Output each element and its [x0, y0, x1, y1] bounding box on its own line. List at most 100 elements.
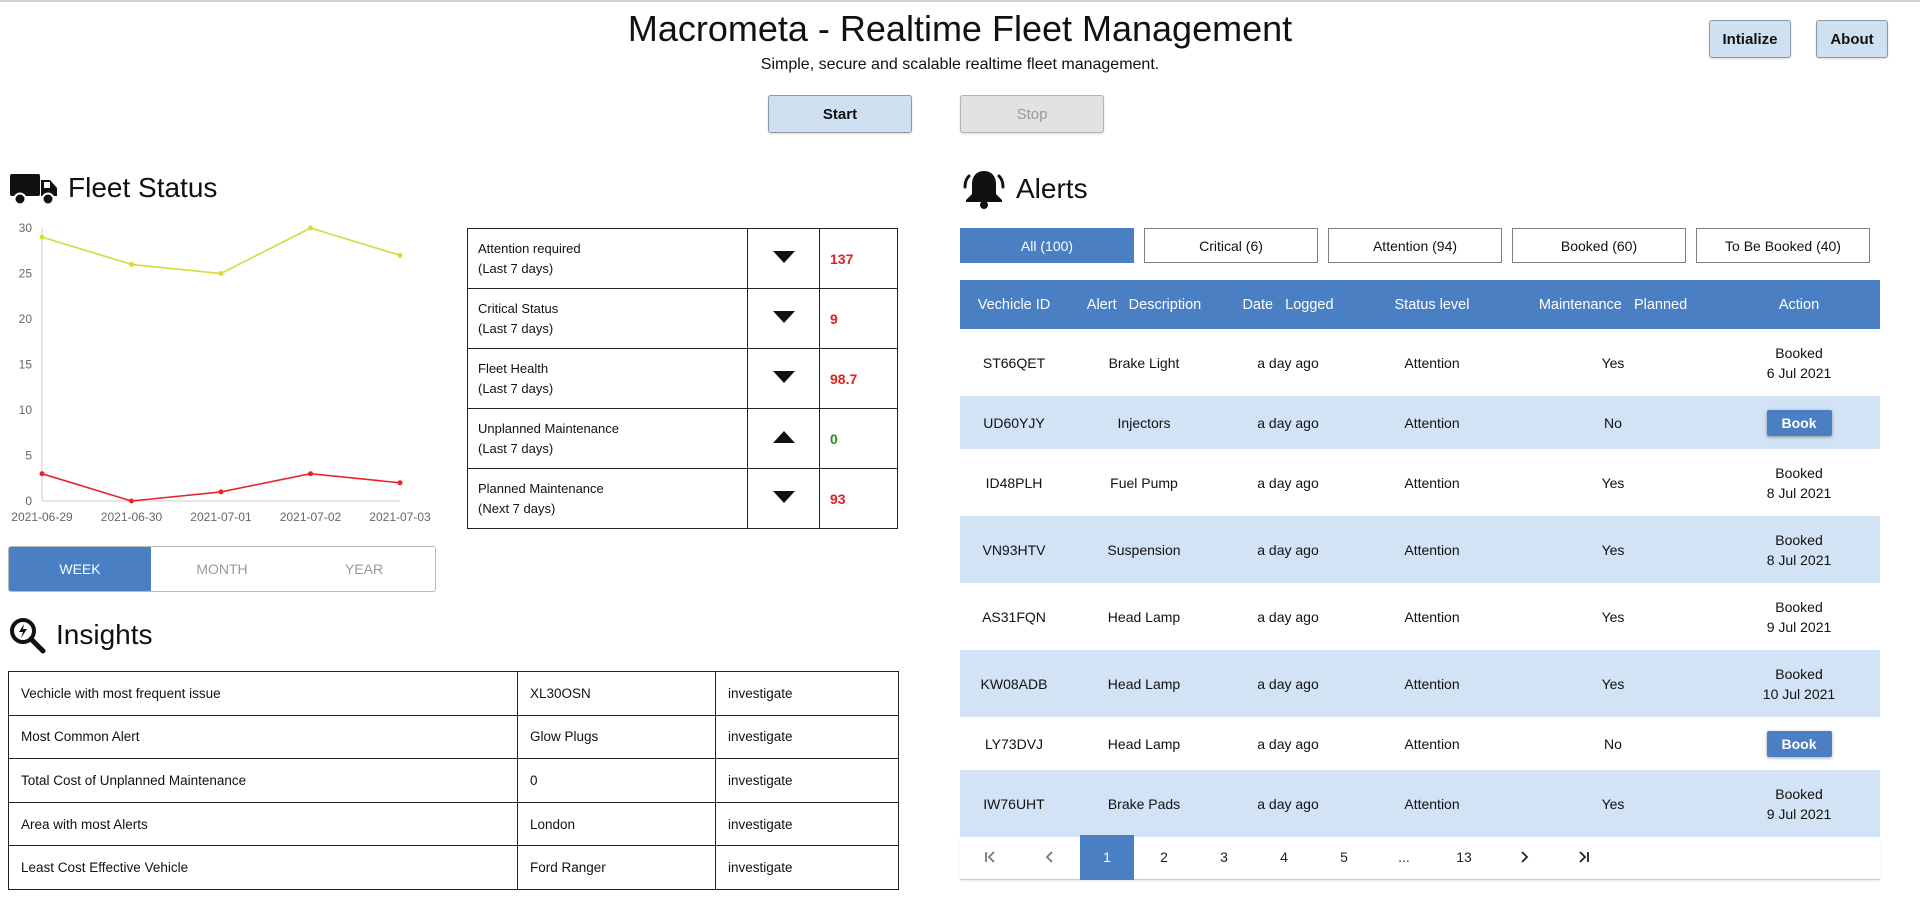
alert-row: LY73DVJ Head Lamp a day ago Attention No Book	[960, 717, 1880, 770]
metric-label-cell: Unplanned Maintenance (Last 7 days)	[467, 408, 748, 469]
range-tab-week[interactable]: WEEK	[9, 547, 151, 591]
alert-row: ID48PLH Fuel Pump a day ago Attention Yes Boo…	[960, 449, 1880, 516]
truck-icon	[10, 174, 57, 206]
investigate-link[interactable]: investigate	[715, 758, 899, 803]
fleet-metrics-table: Attention required (Last 7 days) 137 Critic…	[467, 228, 898, 529]
metric-period: (Last 7 days)	[478, 380, 554, 396]
metric-value: 0	[819, 408, 898, 469]
booked-status: Booked	[1775, 785, 1823, 802]
page-5[interactable]: 5	[1340, 849, 1348, 865]
alerts-title: Alerts	[1016, 173, 1088, 204]
caret-up-icon	[772, 431, 795, 443]
y-tick-label: 20	[19, 312, 33, 326]
page-3[interactable]: 3	[1220, 849, 1228, 865]
page-1[interactable]: 1	[1080, 834, 1134, 880]
y-tick-label: 5	[25, 449, 32, 463]
action-cell: Booked 6 Jul 2021	[1718, 329, 1880, 396]
stop-button[interactable]: Stop	[960, 95, 1104, 133]
alert-description: Injectors	[1068, 396, 1220, 449]
metric-label-cell: Fleet Health (Last 7 days)	[467, 348, 748, 409]
insight-label: Vechicle with most frequent issue	[8, 671, 518, 716]
caret-down-icon	[772, 371, 795, 383]
alert-row: ST66QET Brake Light a day ago Attention Yes B…	[960, 329, 1880, 396]
vehicle-id: AS31FQN	[960, 583, 1068, 650]
insight-row: Least Cost Effective Vehicle Ford Ranger i…	[8, 845, 899, 890]
last-page-button[interactable]	[1554, 835, 1614, 880]
metric-label-cell: Planned Maintenance (Next 7 days)	[467, 468, 748, 529]
metric-trend-cell	[747, 348, 820, 409]
data-point	[129, 261, 134, 267]
alert-tab-to[interactable]: To Be Booked (40)	[1696, 228, 1870, 263]
book-button[interactable]: Book	[1766, 730, 1832, 757]
metric-period: (Last 7 days)	[478, 320, 554, 336]
metric-row: Fleet Health (Last 7 days) 98.7	[467, 348, 898, 409]
caret-down-icon	[772, 251, 795, 263]
metric-row: Unplanned Maintenance (Last 7 days) 0	[467, 408, 898, 469]
metric-period: (Last 7 days)	[478, 440, 554, 456]
fleet-status-heading: Fleet Status	[10, 170, 217, 206]
book-button[interactable]: Book	[1766, 409, 1832, 436]
alert-filter-tabs: All (100) Critical (6) Attention (94) Booke…	[960, 228, 1880, 263]
maintenance-planned: Yes	[1508, 770, 1718, 837]
insight-value: London	[517, 801, 716, 847]
insights-title: Insights	[56, 619, 153, 650]
investigate-link[interactable]: investigate	[715, 714, 899, 760]
alert-description: Suspension	[1068, 516, 1220, 583]
vehicle-id: VN93HTV	[960, 516, 1068, 583]
page-2[interactable]: 2	[1160, 849, 1168, 865]
action-cell: Booked 8 Jul 2021	[1718, 516, 1880, 583]
metric-period: (Next 7 days)	[478, 500, 556, 516]
action-cell: Booked 10 Jul 2021	[1718, 650, 1880, 717]
magnifier-icon	[10, 618, 46, 654]
date-logged: a day ago	[1220, 396, 1356, 449]
vehicle-id: ST66QET	[960, 329, 1068, 396]
x-tick-label: 2021-06-30	[101, 510, 163, 524]
investigate-link[interactable]: investigate	[715, 671, 899, 716]
insight-label: Most Common Alert	[8, 714, 518, 760]
column-header: Date Logged	[1220, 280, 1356, 329]
next-page-icon	[1521, 851, 1529, 863]
about-button[interactable]: About	[1816, 20, 1888, 58]
alert-tab-booked[interactable]: Booked (60)	[1512, 228, 1686, 263]
column-header: Maintenance Planned	[1508, 280, 1718, 329]
investigate-link[interactable]: investigate	[715, 845, 899, 890]
metric-value: 93	[819, 468, 898, 529]
booked-date: 8 Jul 2021	[1766, 551, 1832, 568]
last-page-icon	[1579, 851, 1589, 863]
start-button[interactable]: Start	[768, 95, 912, 133]
maintenance-planned: No	[1508, 717, 1718, 770]
status-level: Attention	[1356, 583, 1508, 650]
range-tab-month[interactable]: MONTH	[196, 561, 248, 577]
maintenance-planned: Yes	[1508, 449, 1718, 516]
insight-value: Glow Plugs	[517, 714, 716, 760]
column-header: Action	[1718, 280, 1880, 329]
prev-page-button[interactable]	[1020, 835, 1080, 880]
status-level: Attention	[1356, 449, 1508, 516]
investigate-link[interactable]: investigate	[715, 801, 899, 847]
alert-tab-critical[interactable]: Critical (6)	[1144, 228, 1318, 263]
range-tab-year[interactable]: YEAR	[344, 561, 384, 577]
data-point	[39, 234, 45, 240]
x-tick-label: 2021-07-03	[369, 510, 431, 524]
page-13[interactable]: 13	[1456, 849, 1472, 865]
maintenance-planned: Yes	[1508, 650, 1718, 717]
alert-tab-attention[interactable]: Attention (94)	[1328, 228, 1502, 263]
booked-date: 9 Jul 2021	[1766, 618, 1832, 635]
metric-label: Unplanned Maintenance	[478, 420, 619, 436]
alert-row: UD60YJY Injectors a day ago Attention No Book	[960, 396, 1880, 449]
booked-date: 8 Jul 2021	[1766, 484, 1832, 501]
alert-tab-all[interactable]: All (100)	[960, 228, 1134, 263]
alerts-header-row: Vechicle ID Alert Description Date Logged S…	[960, 280, 1880, 329]
next-page-button[interactable]	[1494, 835, 1554, 880]
top-divider	[0, 0, 1920, 2]
date-logged: a day ago	[1220, 770, 1356, 837]
page-4[interactable]: 4	[1280, 849, 1288, 865]
insight-value: XL30OSN	[517, 671, 716, 716]
first-page-button[interactable]	[960, 835, 1020, 880]
alert-description: Head Lamp	[1068, 583, 1220, 650]
insight-label: Least Cost Effective Vehicle	[8, 845, 518, 890]
booked-status: Booked	[1775, 665, 1823, 682]
date-logged: a day ago	[1220, 650, 1356, 717]
alert-description: Head Lamp	[1068, 717, 1220, 770]
initialize-button[interactable]: Intialize	[1709, 20, 1791, 58]
